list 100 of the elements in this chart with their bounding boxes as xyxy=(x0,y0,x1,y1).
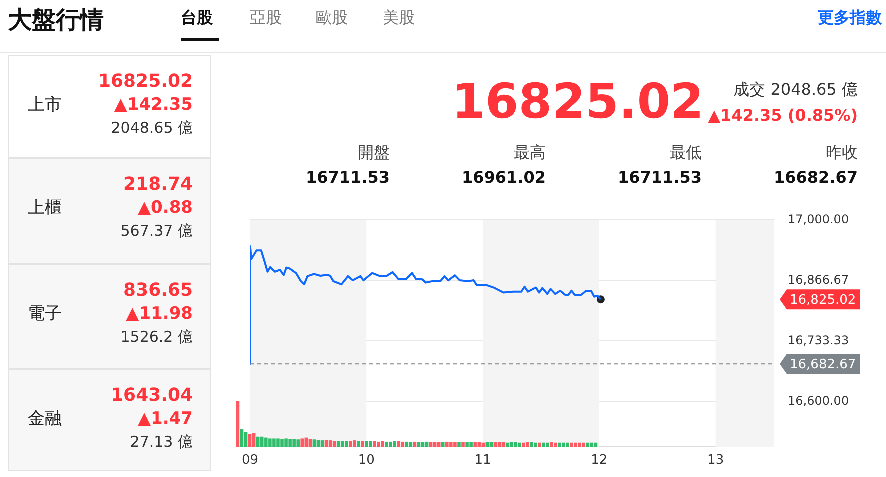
y-tick-label: 16,600.00 xyxy=(788,394,850,408)
ref-line-label: 16,682.67 xyxy=(790,358,856,373)
bar xyxy=(276,438,280,447)
bar xyxy=(320,440,324,447)
bar xyxy=(373,441,376,447)
bar xyxy=(454,442,457,447)
bar xyxy=(498,442,502,447)
bar xyxy=(450,442,453,447)
bar xyxy=(490,442,494,447)
text: ▲142.35 (0.85%) xyxy=(708,106,858,125)
bar xyxy=(458,442,461,447)
text: 16711.53 xyxy=(618,168,702,187)
bar xyxy=(300,438,304,447)
text: ▲142.35 xyxy=(114,95,193,115)
text: 台股 xyxy=(181,8,213,29)
x-tick-label: 09 xyxy=(242,453,259,468)
x-tick-label: 10 xyxy=(358,453,375,468)
bar xyxy=(405,442,409,447)
text: 金融 xyxy=(28,408,62,430)
bar xyxy=(304,438,308,447)
bar xyxy=(357,441,360,447)
text: 16825.02 xyxy=(98,71,193,92)
y-tick-label: 16,866.67 xyxy=(788,272,850,287)
x-tick-label: 12 xyxy=(591,453,608,468)
bar xyxy=(566,442,570,447)
bar xyxy=(474,442,477,447)
bar xyxy=(252,433,256,447)
bar xyxy=(514,442,518,447)
bar xyxy=(256,436,260,447)
text: 開盤 xyxy=(358,143,390,164)
text: ▲11.98 xyxy=(126,304,193,324)
bar xyxy=(332,441,336,447)
text: 567.37 億 xyxy=(120,222,193,241)
bar xyxy=(260,436,264,447)
text: 1526.2 億 xyxy=(120,328,193,347)
bar xyxy=(562,442,566,447)
bar xyxy=(534,442,538,447)
bar xyxy=(268,438,272,447)
bar xyxy=(312,440,316,447)
bar xyxy=(442,442,445,447)
text: 亞股 xyxy=(250,8,282,29)
bar xyxy=(324,440,328,447)
bar xyxy=(349,441,352,447)
bar xyxy=(353,440,356,447)
bar xyxy=(574,442,578,447)
bar xyxy=(336,441,340,447)
bar xyxy=(393,441,397,447)
text: 歐股 xyxy=(316,8,348,29)
text: 昨收 xyxy=(826,143,858,164)
bar xyxy=(470,442,473,447)
bar xyxy=(437,442,441,447)
bar xyxy=(558,442,562,447)
bar xyxy=(292,439,296,447)
bar xyxy=(486,442,490,447)
text: 2048.65 億 xyxy=(111,119,193,138)
bar xyxy=(433,442,437,447)
bar xyxy=(546,442,550,447)
bar xyxy=(413,442,417,447)
x-tick-label: 11 xyxy=(474,453,492,468)
text: 更多指數 xyxy=(818,8,882,29)
y-tick-label: 16,733.33 xyxy=(788,333,850,348)
bar xyxy=(377,442,380,447)
bar xyxy=(264,438,268,447)
bar xyxy=(462,442,465,447)
bar xyxy=(316,440,320,447)
bar xyxy=(248,434,252,447)
bar xyxy=(466,442,469,447)
bar xyxy=(236,401,240,447)
text: 成交 2048.65 億 xyxy=(734,80,858,101)
text: 美股 xyxy=(383,8,415,29)
bar xyxy=(385,442,388,447)
bar xyxy=(308,439,312,447)
text: 16825.02 xyxy=(452,74,704,130)
text: ▲0.88 xyxy=(138,198,193,218)
text: 16,825.02 xyxy=(790,292,856,308)
bar xyxy=(550,442,554,447)
bar xyxy=(409,442,413,447)
bar xyxy=(369,441,372,447)
bar xyxy=(538,442,542,447)
bar xyxy=(429,442,433,447)
bar xyxy=(340,441,344,447)
bar xyxy=(272,438,276,447)
bar xyxy=(570,442,574,447)
text: 16961.02 xyxy=(462,168,546,187)
bar xyxy=(421,442,425,447)
bar xyxy=(502,442,506,447)
text: 1643.04 xyxy=(111,385,193,406)
bar xyxy=(554,442,558,447)
bar xyxy=(417,442,421,447)
bar xyxy=(328,440,332,447)
bar xyxy=(284,438,288,447)
bar xyxy=(288,439,292,447)
text: 16711.53 xyxy=(306,168,390,187)
text: 最高 xyxy=(514,143,546,164)
bar xyxy=(296,440,300,447)
bar xyxy=(425,442,429,447)
text: 836.65 xyxy=(124,280,193,301)
bar xyxy=(244,432,248,447)
x-tick-label: 13 xyxy=(708,453,724,468)
bar xyxy=(530,442,534,447)
